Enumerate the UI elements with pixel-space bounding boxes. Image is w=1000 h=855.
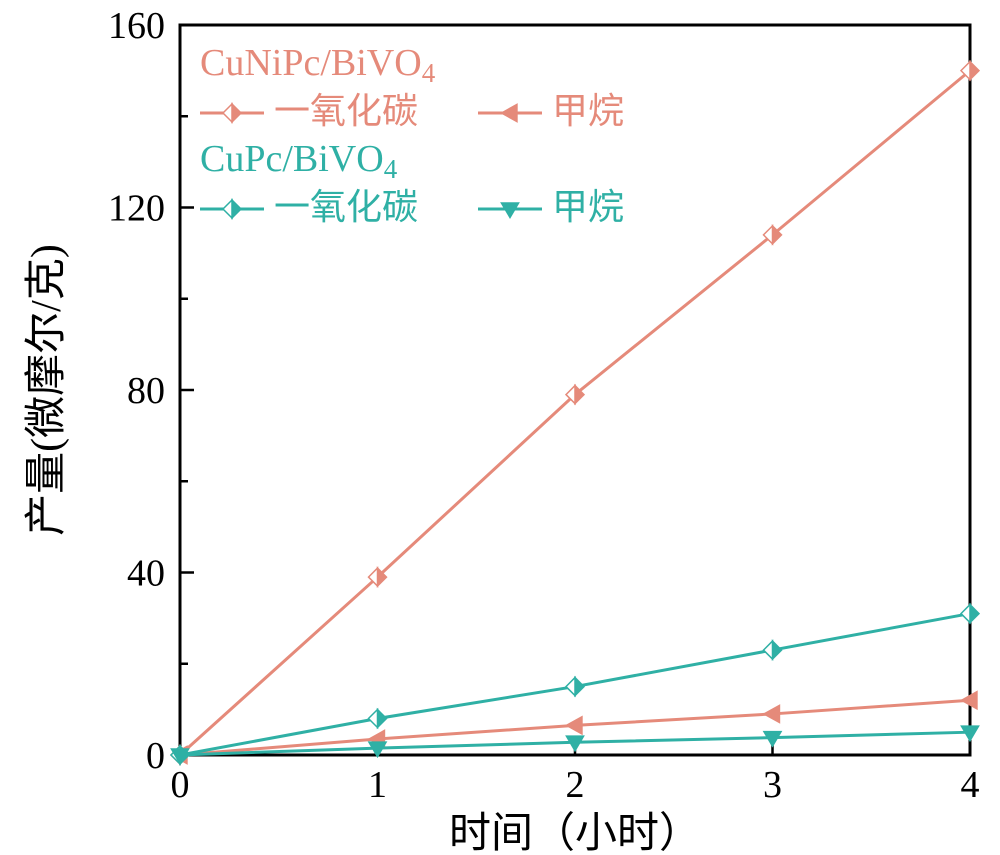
x-tick-label: 2 [566, 764, 585, 806]
x-tick-label: 4 [961, 764, 980, 806]
y-tick-label: 160 [108, 5, 165, 47]
legend-group-title: CuPc/BiVO4 [200, 138, 398, 184]
line-chart: 0123404080120160时间（小时）产量(微摩尔/克)CuNiPc/Bi… [0, 0, 1000, 855]
x-axis-label: 时间（小时） [449, 811, 701, 855]
y-tick-label: 80 [127, 370, 165, 412]
y-tick-label: 0 [146, 735, 165, 777]
legend-group-title: CuNiPc/BiVO4 [200, 42, 436, 88]
x-tick-label: 1 [368, 764, 387, 806]
legend-item-label: 一氧化碳 [274, 91, 418, 131]
legend-item-label: 甲烷 [552, 91, 624, 131]
chart-container: 0123404080120160时间（小时）产量(微摩尔/克)CuNiPc/Bi… [0, 0, 1000, 855]
x-tick-label: 3 [763, 764, 782, 806]
y-tick-label: 40 [127, 553, 165, 595]
x-tick-label: 0 [171, 764, 190, 806]
y-tick-label: 120 [108, 188, 165, 230]
legend-item-label: 一氧化碳 [274, 187, 418, 227]
legend-item-label: 甲烷 [552, 187, 624, 227]
y-axis-label: 产量(微摩尔/克) [23, 244, 70, 536]
